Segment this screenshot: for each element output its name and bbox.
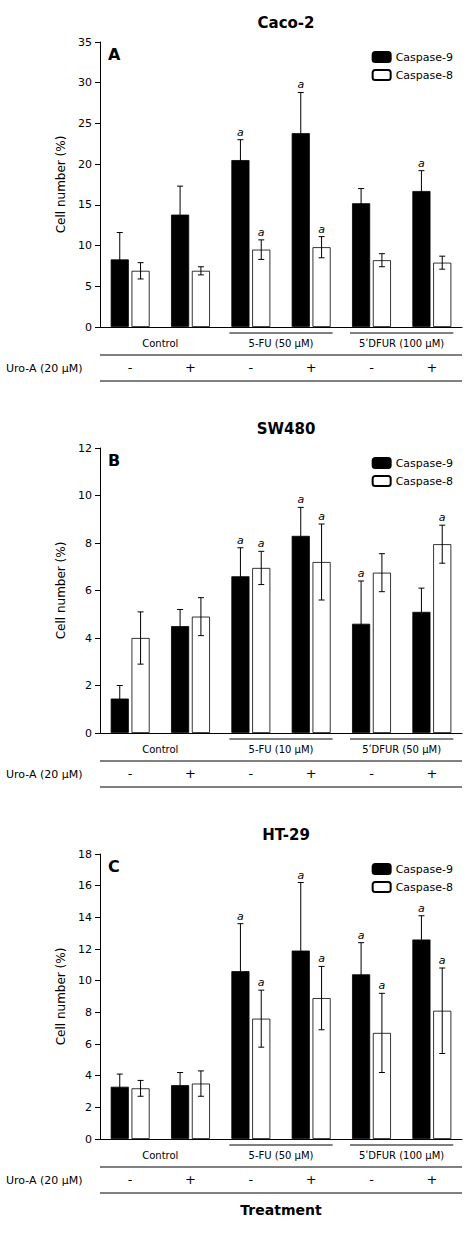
svg-text:+: + [306,360,317,375]
svg-text:a: a [418,157,425,170]
svg-text:a: a [379,979,386,992]
svg-text:-: - [248,766,253,781]
svg-text:-: - [369,766,374,781]
svg-text:a: a [297,869,304,882]
svg-text:a: a [258,226,265,239]
svg-text:-: - [248,1172,253,1187]
svg-text:-: - [128,360,133,375]
svg-text:35: 35 [78,36,92,49]
svg-text:+: + [306,1172,317,1187]
svg-text:a: a [258,537,265,550]
svg-text:+: + [306,766,317,781]
svg-text:15: 15 [78,198,92,211]
svg-text:Control: Control [142,338,178,349]
svg-text:8: 8 [85,537,92,550]
svg-text:-: - [128,1172,133,1187]
svg-text:20: 20 [78,158,92,171]
svg-text:+: + [185,766,196,781]
svg-text:2: 2 [85,1101,92,1114]
svg-text:Cell number (%): Cell number (%) [54,542,68,640]
svg-text:10: 10 [78,239,92,252]
svg-text:Caco-2: Caco-2 [258,14,315,32]
svg-text:a: a [237,126,244,139]
svg-text:12: 12 [78,442,92,455]
svg-text:a: a [418,902,425,915]
svg-text:+: + [426,1172,437,1187]
svg-text:10: 10 [78,974,92,987]
svg-text:a: a [237,910,244,923]
svg-text:4: 4 [85,632,92,645]
svg-text:14: 14 [78,911,92,924]
svg-text:-: - [369,360,374,375]
svg-text:0: 0 [85,321,92,334]
svg-text:Uro-A (20 μM): Uro-A (20 μM) [6,768,83,781]
svg-text:A: A [108,45,121,64]
svg-text:a: a [258,976,265,989]
svg-text:5: 5 [85,280,92,293]
svg-text:5-FU (10 μM): 5-FU (10 μM) [249,744,314,755]
svg-text:6: 6 [85,584,92,597]
svg-text:0: 0 [85,727,92,740]
svg-text:+: + [426,766,437,781]
svg-text:6: 6 [85,1038,92,1051]
svg-text:-: - [248,360,253,375]
svg-text:+: + [185,1172,196,1187]
svg-text:Caspase-8: Caspase-8 [396,475,453,488]
svg-text:5-FU (50 μM): 5-FU (50 μM) [249,1150,314,1161]
svg-text:HT-29: HT-29 [262,826,310,844]
svg-text:Control: Control [142,744,178,755]
svg-text:Uro-A (20 μM): Uro-A (20 μM) [6,1174,83,1187]
svg-text:SW480: SW480 [257,420,316,438]
svg-text:2: 2 [85,679,92,692]
svg-text:Caspase-9: Caspase-9 [396,51,453,64]
svg-text:a: a [318,952,325,965]
svg-text:Cell number (%): Cell number (%) [54,948,68,1046]
svg-text:5ʹDFUR (100 μM): 5ʹDFUR (100 μM) [359,1150,444,1161]
svg-text:a: a [297,493,304,506]
svg-text:+: + [185,360,196,375]
svg-text:Caspase-9: Caspase-9 [396,863,453,876]
svg-text:a: a [358,567,365,580]
svg-text:Control: Control [142,1150,178,1161]
svg-text:25: 25 [78,117,92,130]
svg-text:Caspase-8: Caspase-8 [396,69,453,82]
svg-text:Cell number (%): Cell number (%) [54,136,68,234]
svg-text:a: a [318,510,325,523]
svg-text:5ʹDFUR (100 μM): 5ʹDFUR (100 μM) [359,338,444,349]
svg-text:Treatment: Treatment [240,1202,322,1218]
svg-text:5ʹDFUR (50 μM): 5ʹDFUR (50 μM) [362,744,441,755]
svg-text:12: 12 [78,943,92,956]
svg-text:a: a [358,929,365,942]
svg-text:Caspase-8: Caspase-8 [396,881,453,894]
svg-text:a: a [439,954,446,967]
svg-text:0: 0 [85,1133,92,1146]
svg-text:30: 30 [78,76,92,89]
svg-text:18: 18 [78,848,92,861]
svg-text:4: 4 [85,1069,92,1082]
svg-text:a: a [318,223,325,236]
svg-text:+: + [426,360,437,375]
svg-text:16: 16 [78,879,92,892]
svg-text:a: a [439,511,446,524]
svg-text:a: a [237,534,244,547]
svg-text:-: - [369,1172,374,1187]
svg-text:B: B [108,451,120,470]
svg-text:Uro-A (20 μM): Uro-A (20 μM) [6,362,83,375]
svg-text:Caspase-9: Caspase-9 [396,457,453,470]
svg-text:10: 10 [78,489,92,502]
svg-text:a: a [297,78,304,91]
svg-text:8: 8 [85,1006,92,1019]
svg-text:C: C [108,857,120,876]
svg-text:-: - [128,766,133,781]
svg-text:5-FU (50 μM): 5-FU (50 μM) [249,338,314,349]
